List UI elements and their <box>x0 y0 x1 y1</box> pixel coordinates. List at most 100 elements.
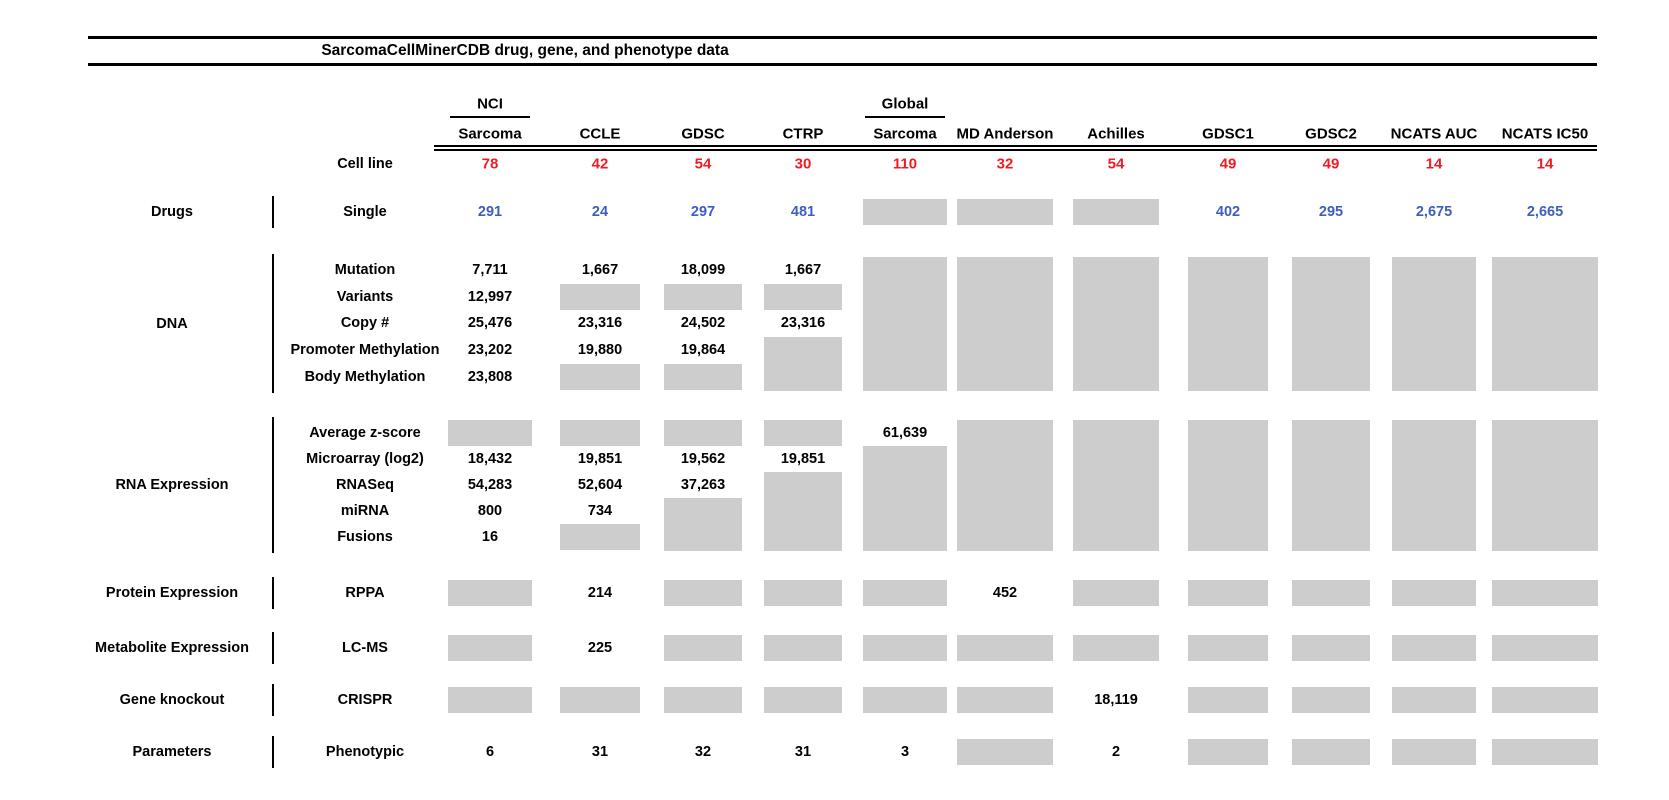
value-cell-single-ncats-ic50: 2,665 <box>1526 204 1564 220</box>
missing-data-box-lc-ms-md-anderson <box>957 635 1053 661</box>
value-cell-fusions-nci-sarcoma: 16 <box>481 529 499 545</box>
cell-line-count-gdsc2: 49 <box>1322 155 1340 173</box>
cell-line-count-md-anderson: 32 <box>996 155 1014 173</box>
value-cell-phenotypic-achilles: 2 <box>1111 744 1121 760</box>
missing-data-box-lc-ms-nci-sarcoma <box>448 635 532 661</box>
section-category-rna-expression: RNA Expression <box>115 477 229 493</box>
header-rule-1 <box>434 145 1597 147</box>
missing-data-box-rppa-ctrp <box>764 580 842 606</box>
cell-line-row-label: Cell line <box>337 156 393 172</box>
value-cell-promoter-methylation-nci-sarcoma: 23,202 <box>467 342 513 358</box>
column-header-md-anderson: MD Anderson <box>956 125 1054 143</box>
cell-line-count-ctrp: 30 <box>794 155 812 173</box>
row-label-mutation: Mutation <box>334 262 396 278</box>
row-label-promoter-methylation: Promoter Methylation <box>290 342 440 358</box>
cell-line-count-ncats-auc: 14 <box>1425 155 1443 173</box>
value-cell-mirna-nci-sarcoma: 800 <box>477 503 503 519</box>
value-cell-rnaseq-ccle: 52,604 <box>577 477 623 493</box>
value-cell-microarray-log2-gdsc: 19,562 <box>680 451 726 467</box>
missing-data-box-crispr-gdsc <box>664 687 742 713</box>
row-label-mirna: miRNA <box>340 503 390 519</box>
column-header-gdsc1: GDSC1 <box>1202 125 1254 143</box>
row-label-phenotypic: Phenotypic <box>325 744 405 760</box>
section-category-parameters: Parameters <box>132 744 212 760</box>
value-cell-microarray-log2-ctrp: 19,851 <box>780 451 826 467</box>
header-rule-2 <box>434 149 1597 151</box>
missing-data-box-single-achilles <box>1073 199 1159 225</box>
missing-data-block-mutation-ncats-auc <box>1392 257 1476 391</box>
missing-data-box-phenotypic-ncats-auc <box>1392 739 1476 765</box>
value-cell-phenotypic-ccle: 31 <box>591 744 609 760</box>
missing-data-box-rppa-ncats-ic50 <box>1492 580 1598 606</box>
value-cell-single-ncats-auc: 2,675 <box>1415 204 1453 220</box>
missing-data-block-average-z-score-md-anderson <box>957 420 1053 551</box>
cell-line-count-nci-sarcoma: 78 <box>481 155 499 173</box>
title-rule-top <box>88 36 1597 39</box>
value-cell-rnaseq-gdsc: 37,263 <box>680 477 726 493</box>
value-cell-mirna-ccle: 734 <box>587 503 613 519</box>
row-label-microarray-log2: Microarray (log2) <box>306 451 424 467</box>
missing-data-box-phenotypic-gdsc2 <box>1292 739 1370 765</box>
missing-data-box-single-global-sarcoma <box>863 199 947 225</box>
value-cell-microarray-log2-ccle: 19,851 <box>577 451 623 467</box>
row-label-lc-ms: LC-MS <box>342 640 388 656</box>
row-label-rppa: RPPA <box>345 585 385 601</box>
figure-title: SarcomaCellMinerCDB drug, gene, and phen… <box>321 42 729 59</box>
section-divider-rna-expression <box>272 417 274 553</box>
cell-line-count-ccle: 42 <box>591 155 609 173</box>
missing-data-box-lc-ms-achilles <box>1073 635 1159 661</box>
cell-line-count-ncats-ic50: 14 <box>1536 155 1554 173</box>
column-header-nci-sarcoma-line2: Sarcoma <box>458 125 522 143</box>
section-divider-drugs <box>272 196 274 228</box>
column-header-ncats-ic50: NCATS IC50 <box>1501 125 1589 143</box>
section-category-metabolite-expression: Metabolite Expression <box>95 640 249 656</box>
missing-data-box-lc-ms-gdsc2 <box>1292 635 1370 661</box>
missing-data-box-lc-ms-ncats-ic50 <box>1492 635 1598 661</box>
cell-line-count-achilles: 54 <box>1107 155 1125 173</box>
value-cell-promoter-methylation-gdsc: 19,864 <box>680 342 726 358</box>
section-category-drugs: Drugs <box>151 204 193 220</box>
value-cell-rppa-md-anderson: 452 <box>992 585 1018 601</box>
missing-data-box-crispr-gdsc1 <box>1188 687 1268 713</box>
section-divider-protein-expression <box>272 577 274 609</box>
missing-data-box-average-z-score-gdsc <box>664 420 742 446</box>
value-cell-copy-ctrp: 23,316 <box>780 315 826 331</box>
missing-data-box-rppa-gdsc <box>664 580 742 606</box>
missing-data-block-average-z-score-ncats-ic50 <box>1492 420 1598 551</box>
missing-data-box-average-z-score-ctrp <box>764 420 842 446</box>
missing-data-box-lc-ms-gdsc1 <box>1188 635 1268 661</box>
missing-data-box-crispr-ccle <box>560 687 640 713</box>
column-header-nci-sarcoma-line1: NCI <box>477 95 503 113</box>
column-header-gdsc: GDSC <box>681 125 725 143</box>
missing-data-box-crispr-gdsc2 <box>1292 687 1370 713</box>
missing-data-block-average-z-score-achilles <box>1073 420 1159 551</box>
missing-data-block-promoter-methylation-ctrp <box>764 337 842 391</box>
missing-data-box-rppa-ncats-auc <box>1392 580 1476 606</box>
missing-data-block-mutation-ncats-ic50 <box>1492 257 1598 391</box>
value-cell-variants-nci-sarcoma: 12,997 <box>467 289 513 305</box>
missing-data-box-rppa-gdsc2 <box>1292 580 1370 606</box>
row-label-fusions: Fusions <box>337 529 393 545</box>
value-cell-mutation-ctrp: 1,667 <box>784 262 822 278</box>
missing-data-block-mutation-gdsc2 <box>1292 257 1370 391</box>
missing-data-box-phenotypic-md-anderson <box>957 739 1053 765</box>
column-header-global-sarcoma-line2: Sarcoma <box>873 125 937 143</box>
value-cell-copy-ccle: 23,316 <box>577 315 623 331</box>
value-cell-mutation-gdsc: 18,099 <box>680 262 726 278</box>
value-cell-microarray-log2-nci-sarcoma: 18,432 <box>467 451 513 467</box>
column-header-gdsc2: GDSC2 <box>1305 125 1357 143</box>
missing-data-block-average-z-score-gdsc1 <box>1188 420 1268 551</box>
missing-data-box-rppa-nci-sarcoma <box>448 580 532 606</box>
value-cell-promoter-methylation-ccle: 19,880 <box>577 342 623 358</box>
value-cell-rppa-ccle: 214 <box>587 585 613 601</box>
value-cell-mutation-nci-sarcoma: 7,711 <box>472 262 508 278</box>
missing-data-block-mutation-achilles <box>1073 257 1159 391</box>
cell-line-count-gdsc1: 49 <box>1219 155 1237 173</box>
missing-data-box-lc-ms-ncats-auc <box>1392 635 1476 661</box>
missing-data-block-rnaseq-ctrp <box>764 472 842 551</box>
value-cell-crispr-achilles: 18,119 <box>1094 692 1138 708</box>
value-cell-phenotypic-gdsc: 32 <box>694 744 712 760</box>
cell-line-count-gdsc: 54 <box>694 155 712 173</box>
missing-data-block-mirna-gdsc <box>664 498 742 551</box>
